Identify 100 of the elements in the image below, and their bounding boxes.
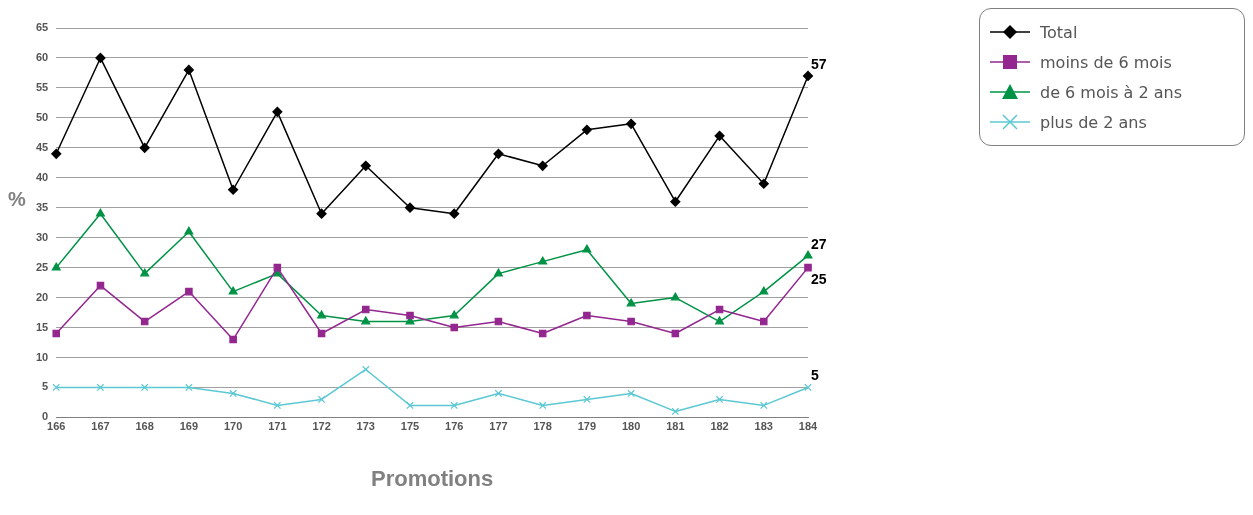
x-axis-title: Promotions [371, 465, 494, 491]
y-tick-label: 20 [35, 290, 49, 303]
point [360, 160, 371, 171]
point [184, 226, 194, 235]
x-tick-label: 179 [577, 420, 597, 433]
y-tick-label: 0 [42, 410, 49, 423]
y-tick-label: 45 [35, 140, 49, 153]
point [626, 118, 637, 129]
data-label: 5 [811, 367, 819, 384]
y-tick-label: 50 [35, 110, 49, 123]
x-tick-label: 168 [135, 420, 154, 433]
point [538, 329, 547, 338]
y-tick-label: 60 [35, 50, 49, 63]
x-tick-label: 173 [356, 420, 375, 433]
y-tick-label: 65 [35, 21, 49, 34]
x-tick-label: 170 [223, 420, 243, 433]
point [538, 256, 548, 265]
legend-label: moins de 6 mois [1040, 52, 1172, 72]
x-tick-label: 176 [445, 420, 464, 433]
point [317, 395, 326, 404]
y-tick-label: 10 [35, 350, 49, 363]
point [406, 401, 414, 410]
point [185, 383, 193, 392]
x-tick-label: 177 [489, 420, 508, 433]
point [228, 184, 239, 195]
point [803, 250, 813, 259]
x-tick-label: 181 [666, 420, 685, 433]
point [449, 310, 459, 319]
point [51, 262, 61, 271]
x-tick-label: 166 [47, 420, 66, 433]
point [317, 310, 327, 319]
point [361, 316, 371, 325]
point [450, 323, 459, 332]
point [139, 142, 150, 153]
legend-label: de 6 mois à 2 ans [1040, 82, 1183, 102]
x-tick-label: 171 [268, 420, 287, 433]
point [229, 335, 237, 344]
point [583, 311, 591, 320]
data-label: 25 [811, 271, 827, 288]
point [627, 389, 635, 398]
point [715, 316, 725, 325]
point [362, 365, 370, 374]
point [493, 148, 504, 159]
point [627, 317, 635, 326]
point [581, 124, 592, 135]
point [228, 286, 238, 295]
y-tick-label: 55 [35, 80, 49, 93]
x-tick-label: 184 [798, 420, 819, 433]
x-tick-label: 182 [710, 420, 729, 433]
point [96, 383, 105, 392]
point [802, 70, 814, 82]
point [493, 268, 503, 277]
point [406, 311, 414, 320]
data-label: 27 [811, 235, 827, 252]
point [714, 130, 725, 141]
point [804, 263, 812, 272]
point [760, 401, 768, 410]
point [272, 106, 283, 117]
point [52, 383, 61, 392]
data-label: 57 [811, 55, 827, 72]
point [582, 244, 592, 253]
y-tick-label: 25 [35, 260, 49, 273]
point [362, 305, 370, 314]
point [670, 196, 681, 207]
point [715, 395, 724, 404]
point [626, 298, 636, 307]
x-tick-label: 183 [754, 420, 773, 433]
legend-label: plus de 2 ans [1040, 112, 1147, 132]
point [759, 286, 769, 295]
y-tick-label: 5 [42, 380, 49, 393]
x-tick-label: 169 [179, 420, 199, 433]
y-tick-label: 30 [35, 230, 49, 243]
point [758, 178, 769, 189]
point [140, 268, 150, 277]
y-axis-title: % [8, 188, 26, 211]
x-tick-label: 178 [533, 420, 552, 433]
point [538, 401, 547, 410]
x-tick-label: 167 [91, 420, 110, 433]
point [671, 407, 680, 416]
point [583, 395, 591, 404]
point [670, 292, 680, 301]
point [229, 389, 237, 398]
point [183, 64, 194, 76]
point [449, 208, 460, 219]
point [450, 401, 459, 410]
point [95, 208, 105, 217]
point [51, 148, 62, 159]
y-tick-label: 15 [35, 320, 49, 333]
legend-label: Total [1040, 22, 1078, 42]
point [804, 383, 812, 392]
x-tick-label: 175 [400, 420, 420, 433]
y-tick-label: 35 [35, 200, 49, 213]
point [316, 208, 327, 219]
x-tick-label: 180 [621, 420, 641, 433]
point [404, 202, 416, 213]
point [52, 329, 61, 338]
point [537, 160, 548, 171]
point [185, 287, 193, 296]
point [494, 389, 503, 398]
point [760, 317, 768, 326]
